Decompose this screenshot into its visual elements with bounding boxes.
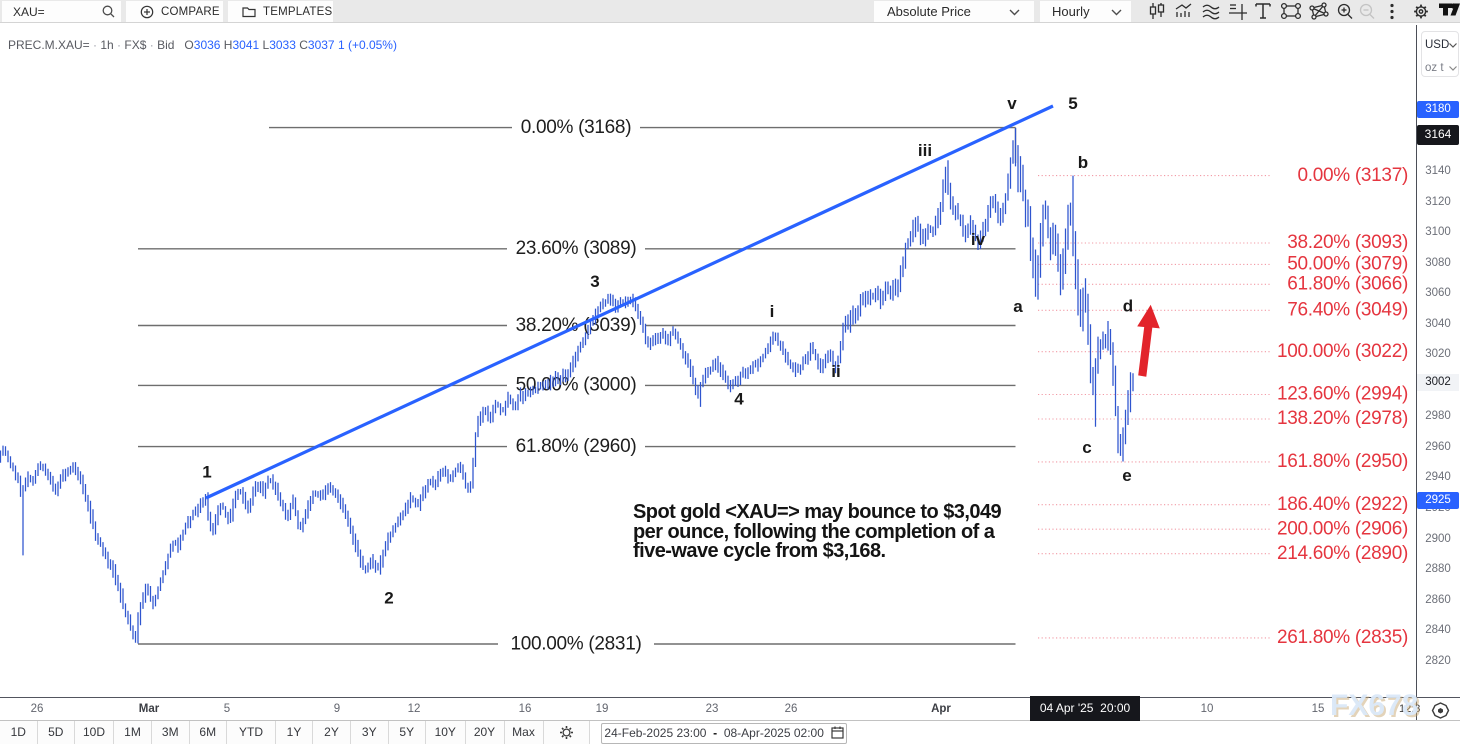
svg-text:123.60% (2994): 123.60% (2994) xyxy=(1277,384,1408,405)
svg-text:38.20% (3093): 38.20% (3093) xyxy=(1287,232,1408,253)
svg-text:v: v xyxy=(1007,94,1017,113)
svg-text:i: i xyxy=(770,302,775,321)
svg-text:a: a xyxy=(1013,297,1023,316)
svg-text:1: 1 xyxy=(202,463,211,482)
svg-text:61.80% (3066): 61.80% (3066) xyxy=(1287,274,1408,295)
svg-text:50.00% (3079): 50.00% (3079) xyxy=(1287,254,1408,275)
svg-text:200.00% (2906): 200.00% (2906) xyxy=(1277,518,1408,539)
svg-text:138.20% (2978): 138.20% (2978) xyxy=(1277,408,1408,429)
svg-text:4: 4 xyxy=(734,390,744,409)
svg-text:186.40% (2922): 186.40% (2922) xyxy=(1277,494,1408,515)
svg-text:iii: iii xyxy=(918,141,932,160)
svg-text:100.00% (2831): 100.00% (2831) xyxy=(510,633,641,654)
svg-text:76.40% (3049): 76.40% (3049) xyxy=(1287,300,1408,321)
svg-text:3: 3 xyxy=(590,272,599,291)
svg-text:23.60% (3089): 23.60% (3089) xyxy=(516,238,637,259)
svg-text:0.00% (3168): 0.00% (3168) xyxy=(521,117,631,138)
svg-text:iv: iv xyxy=(971,230,986,249)
svg-text:61.80% (2960): 61.80% (2960) xyxy=(516,436,637,457)
svg-text:50.00% (3000): 50.00% (3000) xyxy=(516,375,637,396)
svg-text:2: 2 xyxy=(384,589,393,608)
svg-text:c: c xyxy=(1082,438,1091,457)
svg-text:0.00% (3137): 0.00% (3137) xyxy=(1298,165,1408,186)
svg-text:161.80% (2950): 161.80% (2950) xyxy=(1277,451,1408,472)
svg-text:ii: ii xyxy=(831,362,840,381)
svg-text:214.60% (2890): 214.60% (2890) xyxy=(1277,543,1408,564)
svg-text:e: e xyxy=(1122,466,1131,485)
svg-text:100.00% (3022): 100.00% (3022) xyxy=(1277,341,1408,362)
svg-text:d: d xyxy=(1123,297,1133,316)
svg-text:b: b xyxy=(1078,153,1088,172)
svg-text:5: 5 xyxy=(1068,94,1077,113)
svg-text:261.80% (2835): 261.80% (2835) xyxy=(1277,627,1408,648)
